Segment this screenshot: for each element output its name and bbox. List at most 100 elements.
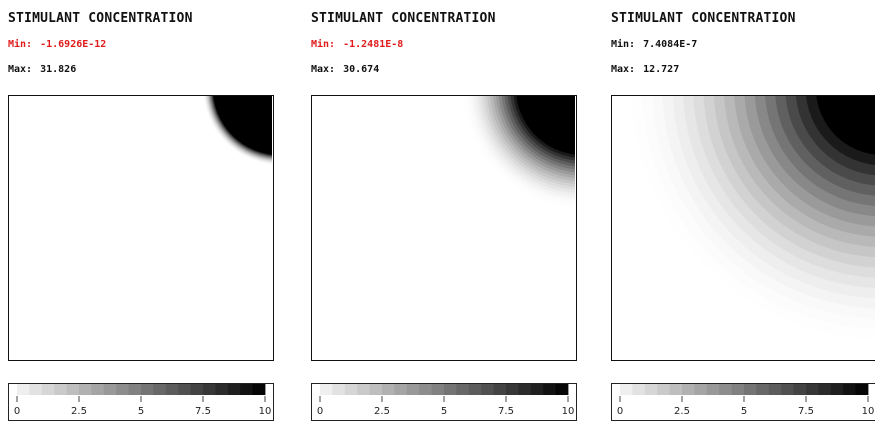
colorbar-swatch bbox=[669, 384, 683, 395]
concentration-field-plot bbox=[8, 95, 274, 361]
colorbar-swatch bbox=[394, 384, 408, 395]
colorbar-swatch bbox=[153, 384, 167, 395]
colorbar-swatch bbox=[793, 384, 807, 395]
colorbar-swatch bbox=[29, 384, 43, 395]
colorbar-swatch bbox=[706, 384, 720, 395]
max-label: Max: bbox=[611, 64, 636, 75]
colorbar-tick-label: 2.5 bbox=[674, 406, 690, 417]
colorbar-swatch bbox=[41, 384, 55, 395]
max-value: 31.826 bbox=[40, 64, 77, 75]
colorbar-swatch bbox=[91, 384, 105, 395]
colorbar-swatch bbox=[252, 384, 266, 395]
colorbar-tick-label: 10 bbox=[862, 406, 875, 417]
colorbar-swatch bbox=[806, 384, 819, 395]
min-label: Min: bbox=[311, 39, 336, 50]
max-readout: Max: 12.727 bbox=[611, 64, 679, 75]
field-contours bbox=[463, 96, 575, 208]
colorbar-swatch bbox=[855, 384, 869, 395]
min-value: 7.4084E-7 bbox=[643, 39, 698, 50]
colorbar-scale: 0 2.5 5 7.5 10 bbox=[617, 384, 875, 417]
colorbar-swatch bbox=[320, 384, 333, 395]
max-label: Max: bbox=[8, 64, 33, 75]
colorbar-tick-label: 5 bbox=[741, 406, 747, 417]
colorbar-swatch bbox=[468, 384, 482, 395]
min-label: Min: bbox=[8, 39, 33, 50]
colorbar-swatch bbox=[632, 384, 646, 395]
colorbar-swatch bbox=[344, 384, 358, 395]
concentration-field-plot bbox=[611, 95, 875, 361]
colorbar: 0 2.5 5 7.5 10 bbox=[8, 383, 274, 421]
min-readout: Min: 7.4084E-7 bbox=[611, 39, 697, 50]
colorbar-swatch bbox=[190, 384, 204, 395]
colorbar-tick-label: 5 bbox=[138, 406, 144, 417]
colorbar-swatch bbox=[406, 384, 420, 395]
field-contours bbox=[631, 96, 875, 340]
colorbar-tick-label: 2.5 bbox=[71, 406, 87, 417]
max-label: Max: bbox=[311, 64, 336, 75]
colorbar-swatch bbox=[456, 384, 470, 395]
colorbar-scale: 0 2.5 5 7.5 10 bbox=[14, 384, 272, 417]
colorbar-tick-label: 7.5 bbox=[498, 406, 514, 417]
colorbar-swatch bbox=[79, 384, 92, 395]
colorbar-tick-label: 0 bbox=[14, 406, 20, 417]
colorbar-tick-label: 10 bbox=[259, 406, 272, 417]
colorbar-swatch bbox=[17, 384, 30, 395]
colorbar-tick-label: 7.5 bbox=[195, 406, 211, 417]
colorbar-swatch bbox=[694, 384, 708, 395]
colorbar-swatch bbox=[481, 384, 494, 395]
colorbar-swatch bbox=[215, 384, 229, 395]
panel-title: STIMULANT CONCENTRATION bbox=[611, 11, 796, 26]
colorbar-tick-label: 0 bbox=[317, 406, 323, 417]
colorbar-swatch bbox=[419, 384, 432, 395]
colorbar: 0 2.5 5 7.5 10 bbox=[311, 383, 577, 421]
saturated-core bbox=[516, 96, 575, 155]
colorbar-swatch bbox=[530, 384, 544, 395]
colorbar-swatch bbox=[66, 384, 80, 395]
panel-title: STIMULANT CONCENTRATION bbox=[311, 11, 496, 26]
max-readout: Max: 31.826 bbox=[8, 64, 76, 75]
colorbar-swatch bbox=[203, 384, 216, 395]
colorbar-swatch bbox=[818, 384, 832, 395]
colorbar-swatch bbox=[620, 384, 633, 395]
colorbar-swatch bbox=[506, 384, 519, 395]
max-readout: Max: 30.674 bbox=[311, 64, 379, 75]
concentration-panel-1: STIMULANT CONCENTRATION Min: -1.6926E-12 … bbox=[8, 0, 283, 423]
colorbar-swatch bbox=[719, 384, 732, 395]
colorbar-swatch bbox=[165, 384, 179, 395]
colorbar-swatch bbox=[54, 384, 67, 395]
min-value: -1.2481E-8 bbox=[343, 39, 404, 50]
colorbar-swatch bbox=[116, 384, 129, 395]
min-readout: Min: -1.2481E-8 bbox=[311, 39, 403, 50]
colorbar-swatch bbox=[332, 384, 346, 395]
concentration-field-plot bbox=[311, 95, 577, 361]
colorbar-swatch bbox=[555, 384, 569, 395]
colorbar-swatch bbox=[141, 384, 154, 395]
min-readout: Min: -1.6926E-12 bbox=[8, 39, 106, 50]
colorbar-tick-label: 2.5 bbox=[374, 406, 390, 417]
colorbar-swatch bbox=[781, 384, 794, 395]
saturated-core bbox=[816, 96, 875, 155]
colorbar: 0 2.5 5 7.5 10 bbox=[611, 383, 875, 421]
colorbar-swatch bbox=[444, 384, 457, 395]
colorbar-swatch bbox=[657, 384, 670, 395]
min-value: -1.6926E-12 bbox=[40, 39, 107, 50]
concentration-panel-3: STIMULANT CONCENTRATION Min: 7.4084E-7 Ma… bbox=[611, 0, 875, 423]
colorbar-scale: 0 2.5 5 7.5 10 bbox=[317, 384, 575, 417]
colorbar-tick-label: 7.5 bbox=[798, 406, 814, 417]
colorbar-swatch bbox=[644, 384, 658, 395]
max-value: 12.727 bbox=[643, 64, 680, 75]
field-contours bbox=[202, 96, 272, 166]
colorbar-swatch bbox=[682, 384, 695, 395]
colorbar-swatch bbox=[744, 384, 757, 395]
colorbar-swatch bbox=[240, 384, 253, 395]
colorbar-tick-label: 5 bbox=[441, 406, 447, 417]
concentration-panel-2: STIMULANT CONCENTRATION Min: -1.2481E-8 M… bbox=[311, 0, 586, 423]
colorbar-swatch bbox=[227, 384, 241, 395]
colorbar-tick-label: 10 bbox=[562, 406, 575, 417]
colorbar-swatch bbox=[493, 384, 507, 395]
colorbar-swatch bbox=[830, 384, 844, 395]
colorbar-swatch bbox=[543, 384, 556, 395]
colorbar-swatch bbox=[103, 384, 117, 395]
colorbar-swatch bbox=[431, 384, 445, 395]
colorbar-swatch bbox=[731, 384, 745, 395]
